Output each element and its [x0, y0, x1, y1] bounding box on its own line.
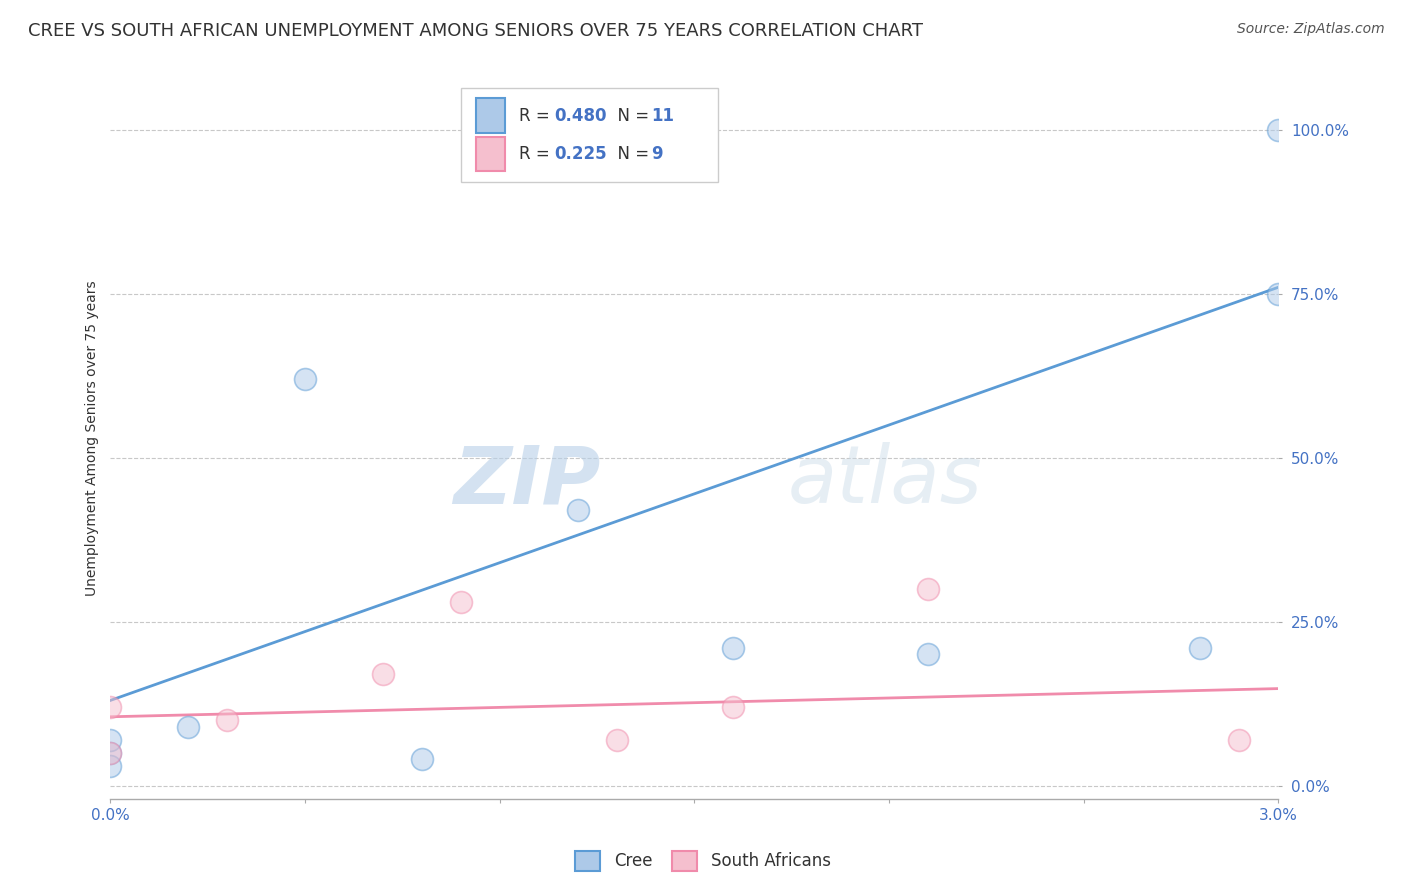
Text: 9: 9	[651, 145, 662, 163]
Point	[723, 700, 745, 714]
Text: 11: 11	[651, 107, 673, 125]
Point	[411, 752, 433, 766]
Point	[371, 667, 394, 681]
FancyBboxPatch shape	[477, 136, 505, 171]
Point	[100, 700, 122, 714]
Text: R =: R =	[519, 107, 555, 125]
Legend: Cree, South Africans: Cree, South Africans	[567, 842, 839, 880]
Point	[177, 720, 200, 734]
Point	[1267, 123, 1289, 137]
Point	[294, 372, 316, 386]
Text: 0.480: 0.480	[554, 107, 607, 125]
Point	[100, 746, 122, 760]
Point	[100, 746, 122, 760]
Point	[723, 640, 745, 655]
Y-axis label: Unemployment Among Seniors over 75 years: Unemployment Among Seniors over 75 years	[86, 280, 100, 596]
Point	[605, 732, 627, 747]
FancyBboxPatch shape	[461, 88, 717, 182]
Point	[100, 759, 122, 773]
FancyBboxPatch shape	[477, 98, 505, 133]
Point	[1229, 732, 1251, 747]
Text: N =: N =	[607, 107, 654, 125]
Point	[917, 648, 939, 662]
Text: ZIP: ZIP	[454, 442, 600, 520]
Point	[1189, 640, 1212, 655]
Point	[567, 503, 589, 517]
Point	[917, 582, 939, 596]
Point	[450, 595, 472, 609]
Text: N =: N =	[607, 145, 654, 163]
Text: Source: ZipAtlas.com: Source: ZipAtlas.com	[1237, 22, 1385, 37]
Point	[1267, 286, 1289, 301]
Text: atlas: atlas	[787, 442, 983, 520]
Text: 0.225: 0.225	[554, 145, 607, 163]
Point	[100, 732, 122, 747]
Text: R =: R =	[519, 145, 555, 163]
Point	[217, 713, 239, 727]
Text: CREE VS SOUTH AFRICAN UNEMPLOYMENT AMONG SENIORS OVER 75 YEARS CORRELATION CHART: CREE VS SOUTH AFRICAN UNEMPLOYMENT AMONG…	[28, 22, 924, 40]
